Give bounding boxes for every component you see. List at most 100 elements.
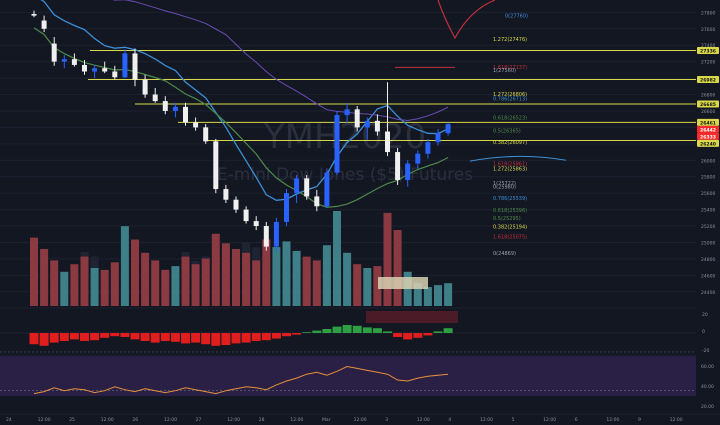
volume-bar bbox=[141, 252, 150, 306]
candle-body bbox=[41, 20, 47, 29]
rsi-pane[interactable] bbox=[0, 351, 696, 396]
candle-body bbox=[364, 120, 370, 128]
time-axis-label: Mar bbox=[322, 417, 331, 423]
price-axis-label: 27600 bbox=[701, 27, 715, 33]
candle-body bbox=[203, 127, 209, 142]
volume-bar bbox=[211, 233, 220, 306]
volume-bar bbox=[444, 283, 453, 306]
time-axis-label: 28 bbox=[259, 417, 265, 423]
price-tag-label: 26442 bbox=[700, 127, 716, 133]
candle-body bbox=[253, 221, 259, 227]
time-axis[interactable]: 24 12:00 25 12:00 26 12:00 27 12:00 28 12:00 Mar 12… bbox=[0, 413, 720, 423]
time-axis-label: 12:00 bbox=[543, 417, 556, 423]
price-tag-label: 26333 bbox=[700, 134, 716, 140]
oscillator-bar bbox=[342, 325, 352, 333]
candle-body bbox=[385, 131, 390, 153]
candle-body bbox=[102, 68, 108, 72]
fib-label: 0.5(25295) bbox=[493, 216, 521, 222]
fib-label: 1.272(27476) bbox=[493, 37, 527, 43]
candle-body bbox=[354, 109, 360, 128]
oscillator-bar bbox=[413, 333, 423, 338]
oscillator-bar bbox=[130, 333, 140, 340]
oscillator-bar bbox=[170, 333, 180, 342]
ma-slow-line bbox=[33, 27, 449, 208]
horizontal-levels-layer[interactable] bbox=[88, 49, 696, 142]
annotation-box[interactable] bbox=[378, 277, 428, 289]
volume-bar bbox=[373, 266, 382, 306]
ma-red-line bbox=[437, 0, 496, 40]
time-axis-label: 12:00 bbox=[38, 417, 51, 423]
oscillator-bar bbox=[312, 330, 322, 333]
price-tag bbox=[697, 100, 719, 108]
volume-bar bbox=[50, 260, 59, 306]
time-axis-label: 12:00 bbox=[606, 417, 619, 423]
volume-bar bbox=[363, 268, 372, 306]
oscillator-bar bbox=[251, 333, 261, 341]
oscillator-bar bbox=[69, 333, 79, 340]
volume-bar bbox=[322, 245, 331, 306]
candle-body bbox=[273, 221, 279, 247]
candle-body bbox=[31, 13, 37, 16]
fib-label: 0(25980) bbox=[493, 185, 516, 191]
oscillator-bar bbox=[352, 325, 362, 333]
price-tag bbox=[697, 46, 719, 54]
fib-label: 1(27560) bbox=[493, 68, 516, 74]
candle-body bbox=[162, 101, 168, 111]
volume-bar bbox=[181, 256, 190, 306]
ma-fast-line bbox=[40, 0, 449, 201]
time-axis-label: 6 bbox=[575, 417, 578, 423]
volume-bar bbox=[232, 249, 240, 306]
candle-body bbox=[304, 178, 310, 197]
oscillator-bar bbox=[140, 333, 150, 341]
oscillator-bar bbox=[49, 333, 59, 343]
volume-bar bbox=[191, 264, 200, 306]
osc-axis-label: -20 bbox=[702, 348, 709, 354]
candle-body bbox=[374, 120, 380, 132]
oscillator-bar bbox=[393, 333, 403, 337]
fib-label: 1.272(26806) bbox=[493, 92, 527, 98]
fib-label: 0.382(25194) bbox=[493, 225, 527, 231]
candles-layer[interactable] bbox=[31, 10, 451, 253]
candle-body bbox=[263, 226, 269, 247]
volume-bar bbox=[252, 260, 261, 306]
volume-bar bbox=[343, 252, 352, 306]
oscillator-pane[interactable] bbox=[0, 311, 696, 346]
rsi-axis-label: 20.00 bbox=[701, 404, 714, 410]
candle-body bbox=[395, 152, 401, 180]
volume-bar bbox=[161, 269, 170, 306]
candle-body bbox=[284, 193, 289, 222]
volume-bar bbox=[292, 250, 301, 306]
oscillator-bar bbox=[191, 333, 201, 343]
volume-bar bbox=[131, 239, 139, 306]
fib-label: 0(24869) bbox=[493, 251, 516, 257]
fib-labels-layer: 1.272(27476) 1.618(27137)1(27560) 1.272(26… bbox=[493, 14, 528, 258]
volume-bar bbox=[262, 239, 271, 306]
oscillator-highlight bbox=[366, 311, 458, 323]
candle-body bbox=[324, 172, 330, 207]
oscillator-bar bbox=[433, 331, 443, 333]
oscillator-bar bbox=[443, 328, 453, 333]
volume-bar bbox=[383, 212, 392, 306]
fib-label: 0(27760) bbox=[505, 14, 528, 20]
fib-label: 0.5(26365) bbox=[493, 128, 521, 134]
price-axis-label: 24400 bbox=[701, 290, 715, 296]
fib-label: 0.786(25539) bbox=[493, 196, 527, 202]
volume-bar bbox=[171, 266, 180, 306]
fib-label: 0.382(26097) bbox=[493, 140, 527, 146]
volume-bar bbox=[282, 241, 291, 306]
time-axis-label: 24 bbox=[6, 417, 12, 423]
candle-body bbox=[71, 59, 77, 65]
candle-body bbox=[112, 71, 118, 78]
price-axis-label: 25200 bbox=[701, 224, 715, 230]
candle-body bbox=[142, 79, 148, 95]
time-axis-label: 12:00 bbox=[417, 417, 430, 423]
oscillator-bar bbox=[150, 333, 160, 343]
price-axis[interactable]: 2780027600274002720027000268002660026400… bbox=[696, 0, 720, 425]
candle-body bbox=[233, 199, 239, 210]
price-axis-label: 24600 bbox=[701, 273, 715, 279]
price-axis-label: 26600 bbox=[701, 109, 715, 115]
oscillator-bar bbox=[241, 333, 251, 343]
oscillator-bar bbox=[90, 333, 100, 341]
